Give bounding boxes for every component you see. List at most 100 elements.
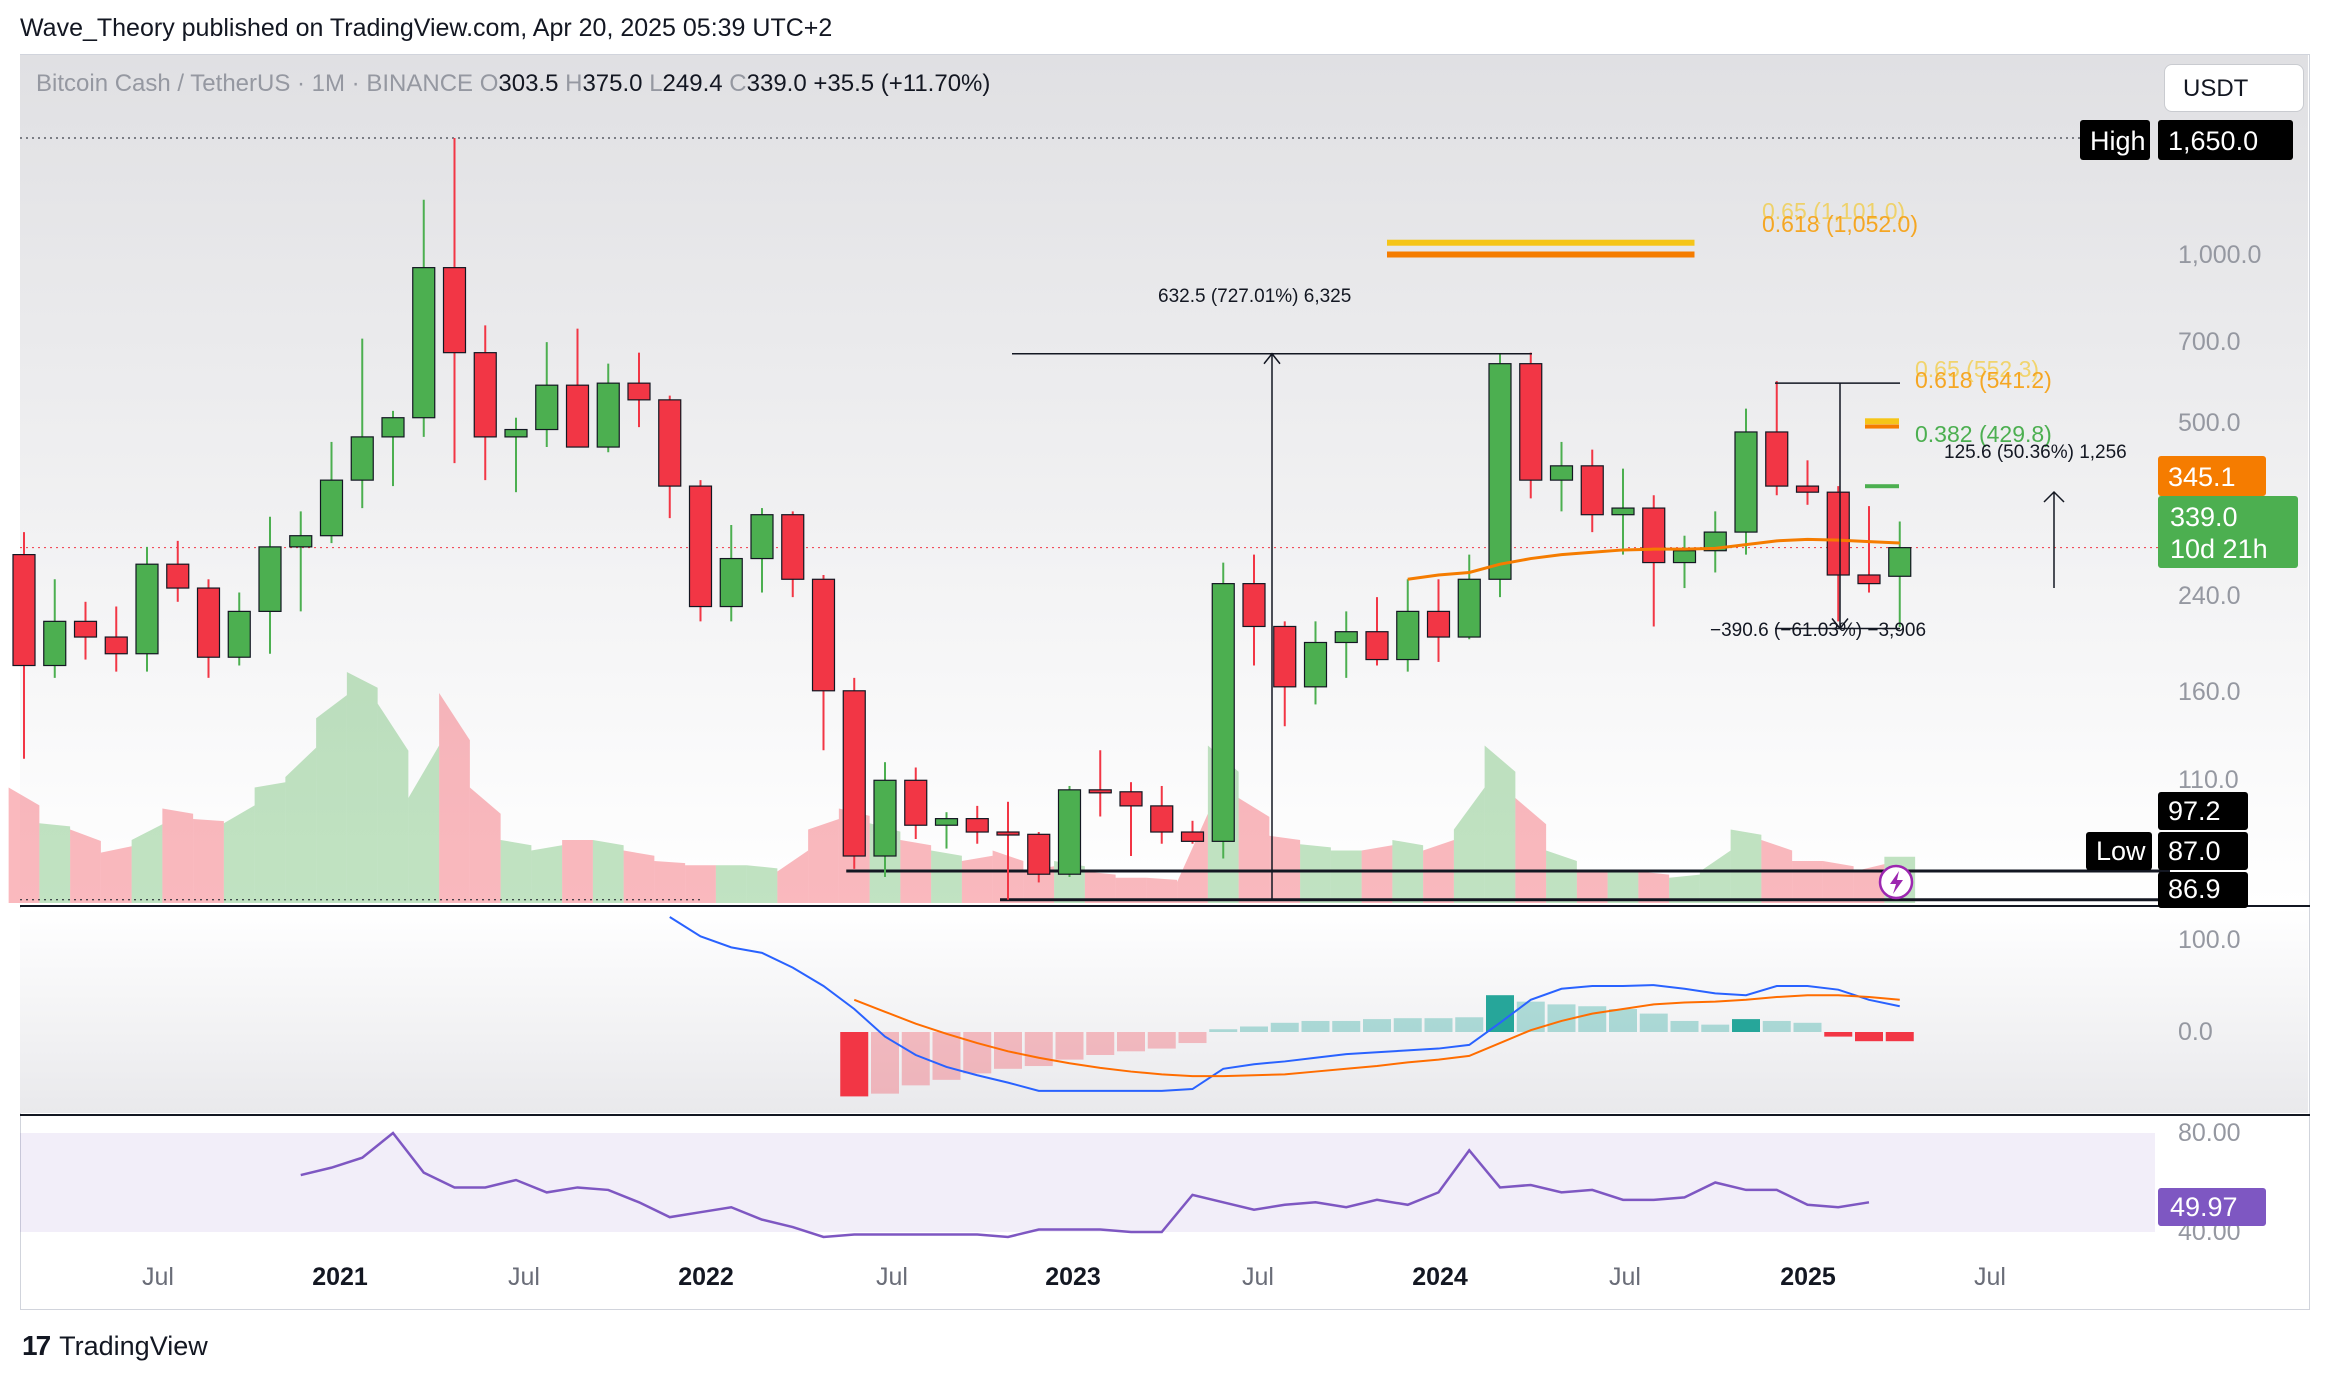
macd-histogram-bar (1732, 1019, 1760, 1032)
candle-body (1672, 550, 1697, 564)
x-tick-label: Jul (876, 1263, 908, 1291)
macd-y-tick: 0.0 (2178, 1018, 2213, 1046)
y-tick-label: 500.0 (2178, 409, 2241, 437)
low-label: L (649, 70, 663, 97)
tradingview-footer[interactable]: 17 TradingView (22, 1330, 208, 1362)
macd-histogram-bar (1055, 1032, 1084, 1060)
candle-body (996, 831, 1020, 836)
volume-area (500, 840, 532, 903)
volume-area (1300, 844, 1331, 903)
fib-0618-line (1387, 251, 1695, 258)
candle-body (1150, 805, 1174, 833)
candle-body (319, 479, 344, 537)
macd-histogram-bar (1670, 1020, 1699, 1032)
volume-area (685, 865, 716, 903)
open-label: O (479, 70, 499, 97)
candle-body (658, 399, 682, 487)
axis-bottom-tag: 86.9 (2168, 874, 2221, 904)
volume-area (100, 846, 132, 903)
fib-0382-line (1865, 484, 1899, 489)
last-price-value: 339.0 (2170, 502, 2238, 532)
low-tag-box (2086, 832, 2152, 870)
low-value: 249.4 (662, 70, 723, 97)
publisher-line: Wave_Theory published on TradingView.com… (20, 14, 833, 42)
volume-area (1084, 871, 1116, 903)
fib-0382-label: 0.382 (429.8) (1915, 421, 2052, 447)
volume-area (377, 703, 409, 903)
low-value: 87.0 (2168, 836, 2221, 866)
candle-body (1088, 789, 1112, 794)
macd-histogram-bar (1209, 1029, 1238, 1032)
macd-histogram-bar (1240, 1026, 1268, 1032)
candle-body (873, 779, 897, 857)
candle-body (688, 485, 713, 608)
macd-line (669, 916, 1900, 1092)
macd-histogram-bar (1762, 1020, 1791, 1032)
measure-down-label: −390.6 (−61.03%) −3,906 (1710, 620, 1926, 641)
macd-histogram-bar (1855, 1032, 1883, 1042)
candle-body (43, 620, 67, 667)
macd-histogram-bar (1270, 1022, 1299, 1032)
candle-body (1119, 791, 1143, 807)
volume-area (1269, 835, 1301, 903)
volume-area (439, 693, 470, 903)
moving-average-line (1407, 537, 1900, 581)
candle-body (1826, 491, 1850, 576)
currency-selector-button[interactable]: USDT (2164, 64, 2304, 112)
candle-body (627, 382, 651, 401)
candle-body (258, 546, 282, 612)
high-label: H (565, 70, 583, 97)
volume-area (223, 805, 255, 903)
fib-065-short-line (1865, 418, 1899, 425)
macd-histogram-bar (1332, 1020, 1361, 1032)
candle-body (596, 382, 620, 448)
x-tick-label: 2021 (312, 1263, 368, 1291)
volume-area (1361, 845, 1393, 903)
high-tag: High (2090, 126, 2146, 156)
fib-0618-short-label: 0.618 (541.2) (1915, 367, 2052, 393)
macd-histogram-bar (1424, 1018, 1453, 1032)
candle-body (1211, 583, 1235, 842)
x-tick-label: 2024 (1412, 1263, 1468, 1291)
candle-body (1365, 631, 1389, 661)
volume-area (254, 782, 286, 903)
candle-body (1795, 485, 1820, 493)
candle-body (781, 514, 805, 580)
symbol-name: Bitcoin Cash / TetherUS · 1M · BINANCE (36, 70, 474, 97)
measure-down-arrowhead (1831, 618, 1849, 630)
macd-histogram-bar (1363, 1019, 1391, 1032)
low-value-box (2158, 832, 2248, 870)
x-tick-label: Jul (142, 1263, 174, 1291)
ma-value-tag: 345.1 (2168, 462, 2236, 492)
candle-body (196, 587, 221, 658)
rsi-y-tick: 80.00 (2178, 1119, 2241, 1147)
macd-histogram-bar (1393, 1018, 1422, 1032)
macd-pane-background (20, 908, 2308, 1113)
candle-body (504, 428, 528, 438)
volume-area (1023, 866, 1055, 903)
axis-bottom-tag-box (2158, 872, 2248, 908)
candle-body (442, 267, 467, 354)
candle-body (1703, 531, 1727, 552)
countdown-value: 10d 21h (2170, 534, 2268, 564)
candle-body (965, 818, 989, 833)
volume-area (346, 672, 378, 903)
volume-area (1607, 871, 1639, 903)
volume-area (316, 695, 347, 903)
macd-histogram-bar (871, 1032, 899, 1094)
volume-area (1699, 850, 1731, 903)
candle-body (289, 535, 313, 548)
candle-body (1396, 610, 1420, 661)
candle-body (104, 636, 128, 655)
candle-body (135, 563, 159, 655)
x-tick-label: 2023 (1045, 1263, 1101, 1291)
fib-065-label: 0.65 (1,101.0) (1762, 198, 1905, 224)
support-97-tag: 97.2 (2168, 796, 2221, 826)
volume-area (8, 787, 40, 903)
candle-body (350, 436, 374, 481)
candle-body (750, 514, 774, 560)
candle-body (1180, 831, 1205, 842)
candle-body (227, 610, 251, 658)
ma-value-tag-box (2158, 456, 2266, 496)
